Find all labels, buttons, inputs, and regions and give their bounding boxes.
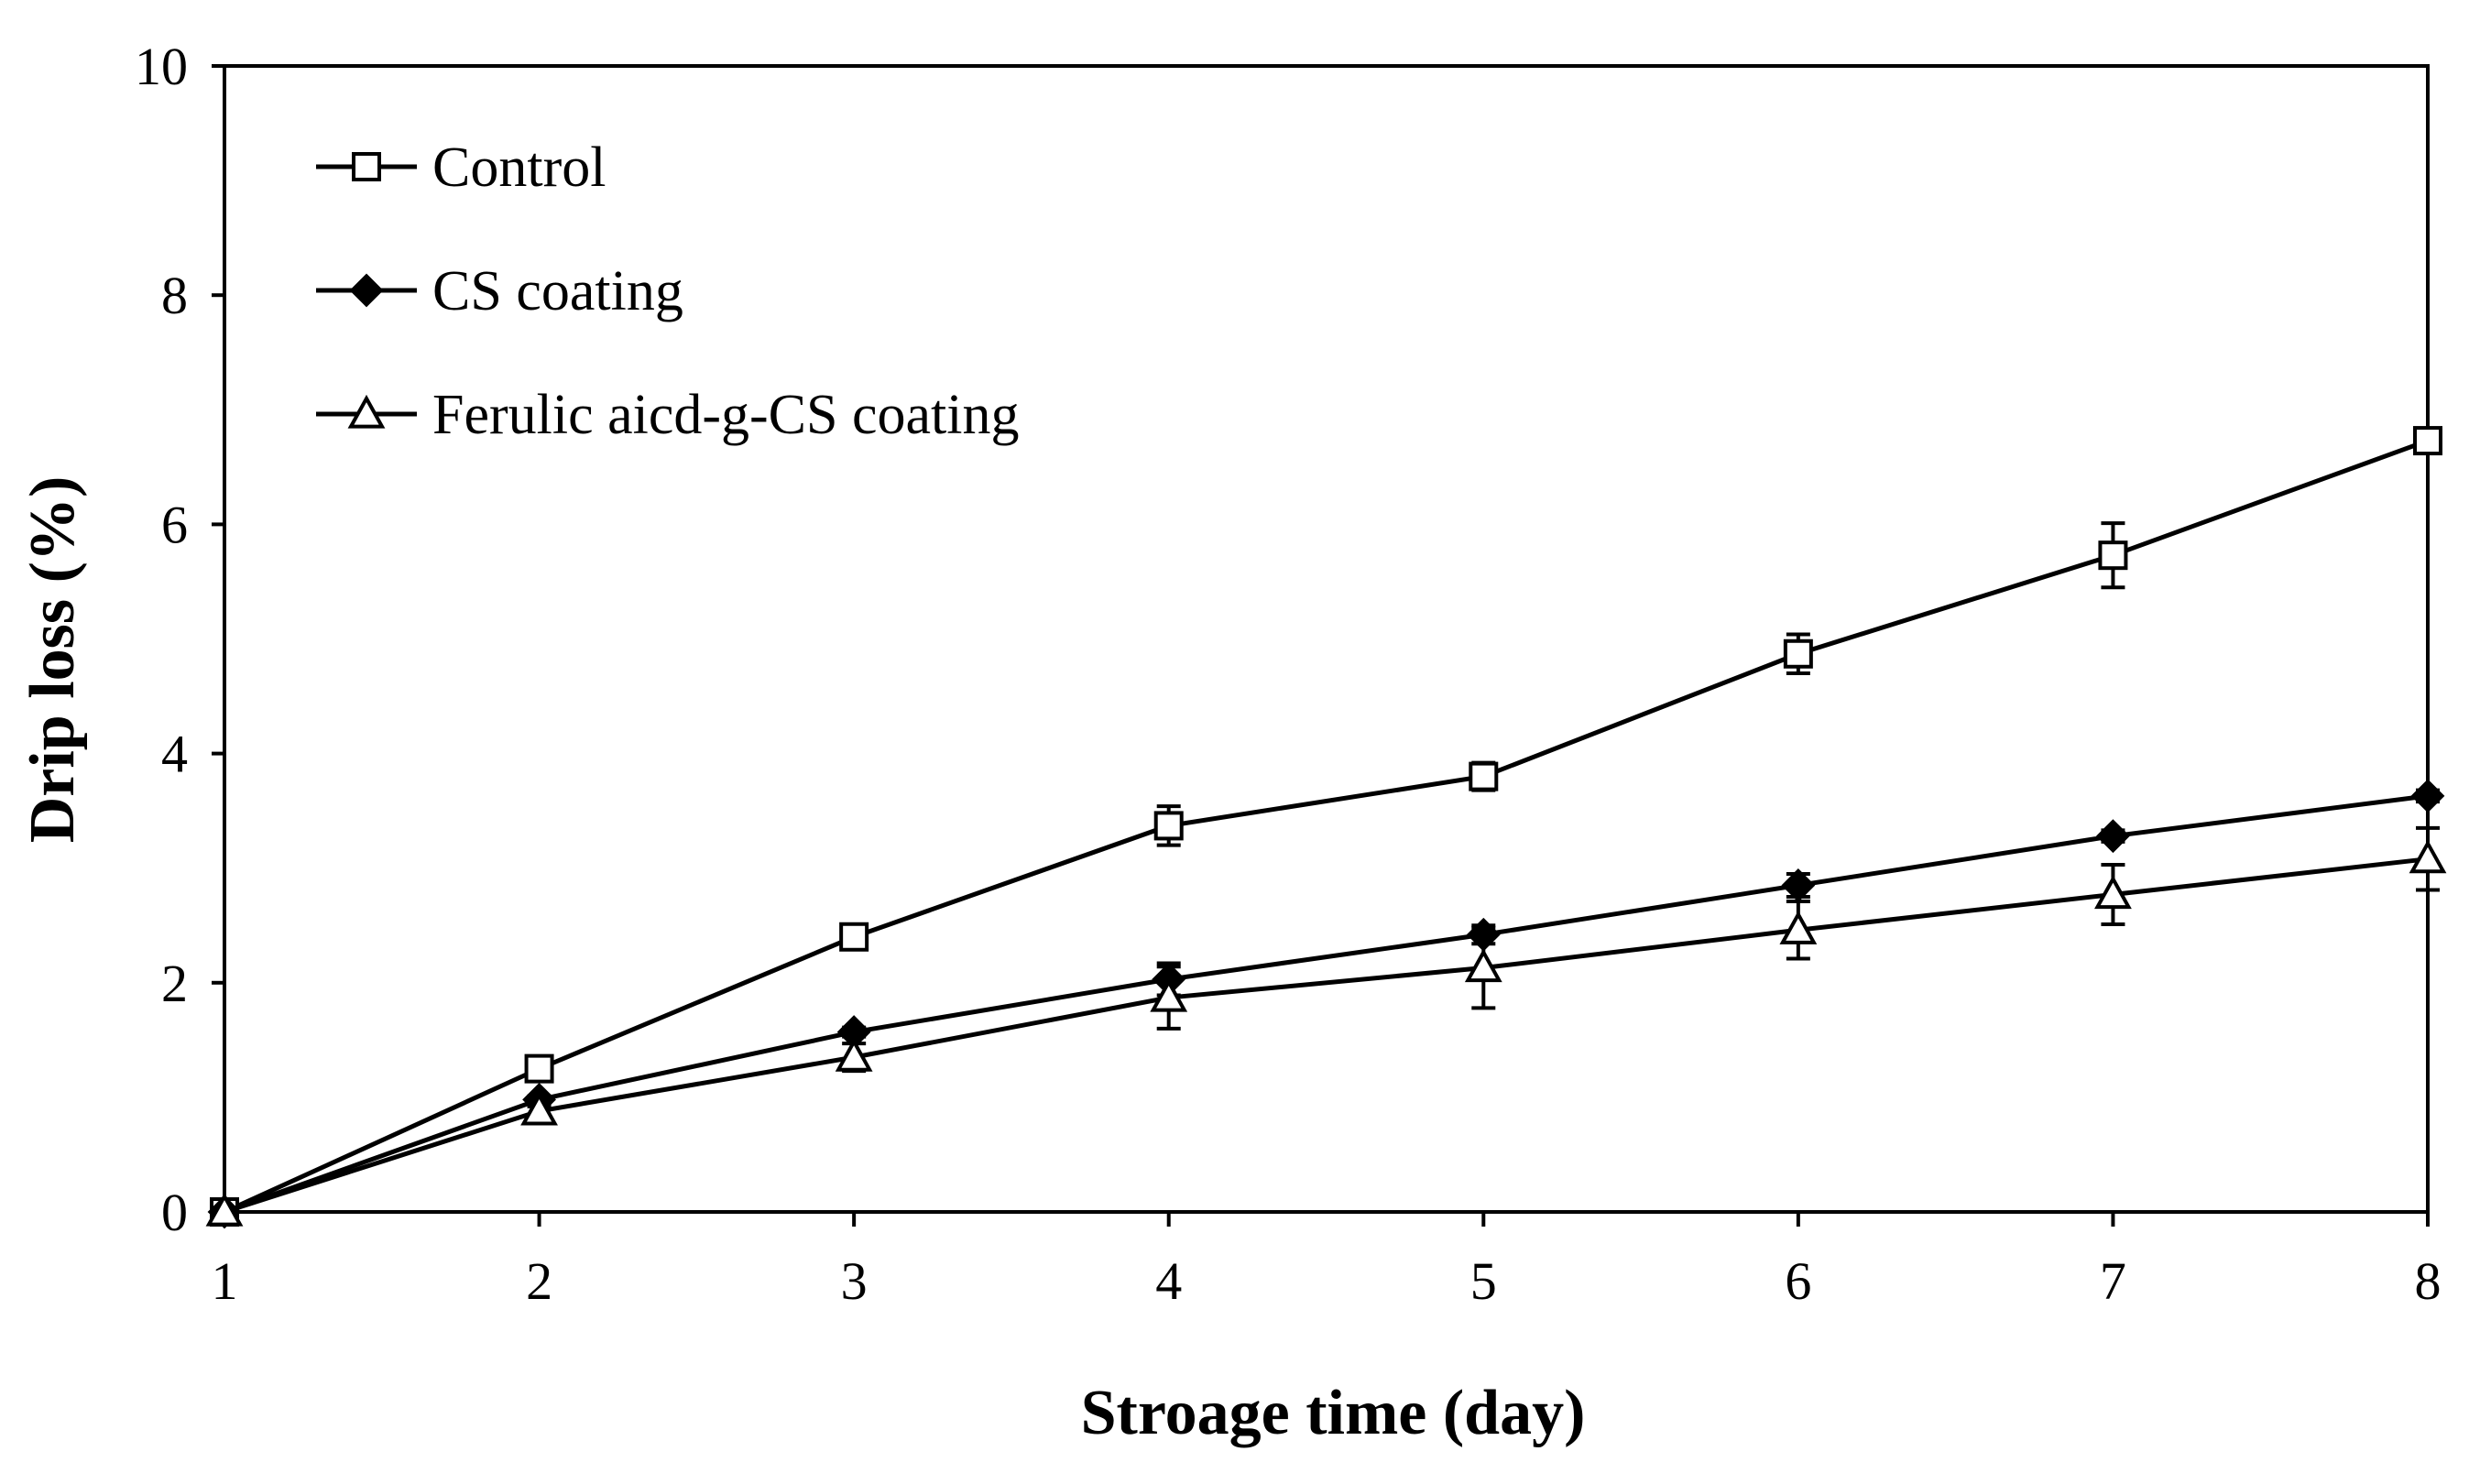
- legend-label: CS coating: [432, 260, 683, 322]
- y-tick-label: 8: [161, 266, 188, 325]
- data-point: [1469, 761, 1499, 791]
- y-tick-label: 4: [161, 725, 188, 784]
- legend-label: Control: [432, 136, 606, 199]
- data-point: [524, 1053, 554, 1084]
- series-line: [223, 438, 2429, 1215]
- data-point: [205, 1192, 244, 1227]
- data-point: [2096, 819, 2130, 854]
- legend-entry-1: CS coating: [316, 260, 683, 322]
- plot-frame: [223, 64, 2430, 1214]
- series-line: [224, 857, 2429, 1215]
- data-point: [520, 1091, 558, 1126]
- y-tick-label: 2: [161, 954, 188, 1013]
- series-1: [207, 779, 2445, 1229]
- legend-entry-0: Control: [316, 136, 606, 199]
- data-point: [1783, 638, 1813, 669]
- y-tick-label: 10: [135, 37, 188, 96]
- series-line: [224, 793, 2429, 1215]
- x-tick-label: 2: [526, 1251, 552, 1311]
- x-tick-label: 1: [212, 1251, 238, 1311]
- x-tick-label: 3: [841, 1251, 868, 1311]
- legend-marker: [349, 273, 384, 308]
- x-tick-label: 8: [2415, 1251, 2442, 1311]
- legend-entry-2: Ferulic aicd-g-CS coating: [316, 384, 1020, 446]
- data-point: [2098, 540, 2128, 571]
- x-tick-label: 5: [1470, 1251, 1497, 1311]
- data-point: [1464, 948, 1502, 983]
- series-2: [205, 825, 2447, 1227]
- x-tick-label: 4: [1155, 1251, 1182, 1311]
- x-tick-label: 7: [2100, 1251, 2126, 1311]
- data-point: [2410, 779, 2445, 813]
- y-tick-label: 6: [161, 495, 188, 554]
- data-point: [1153, 811, 1184, 841]
- data-point: [1779, 911, 1818, 944]
- legend-marker: [352, 152, 381, 181]
- y-tick-label: 0: [161, 1183, 188, 1242]
- x-axis-title: Stroage time (day): [1081, 1378, 1586, 1448]
- legend-marker: [347, 394, 386, 429]
- legend-label: Ferulic aicd-g-CS coating: [432, 384, 1020, 446]
- data-point: [2409, 839, 2447, 874]
- x-tick-label: 6: [1785, 1251, 1811, 1311]
- data-point: [2094, 875, 2132, 910]
- data-point: [2413, 426, 2442, 456]
- data-point: [839, 922, 869, 952]
- data-point: [1150, 977, 1188, 1012]
- y-axis-title: Drip loss (%): [17, 476, 88, 844]
- data-point: [835, 1037, 873, 1072]
